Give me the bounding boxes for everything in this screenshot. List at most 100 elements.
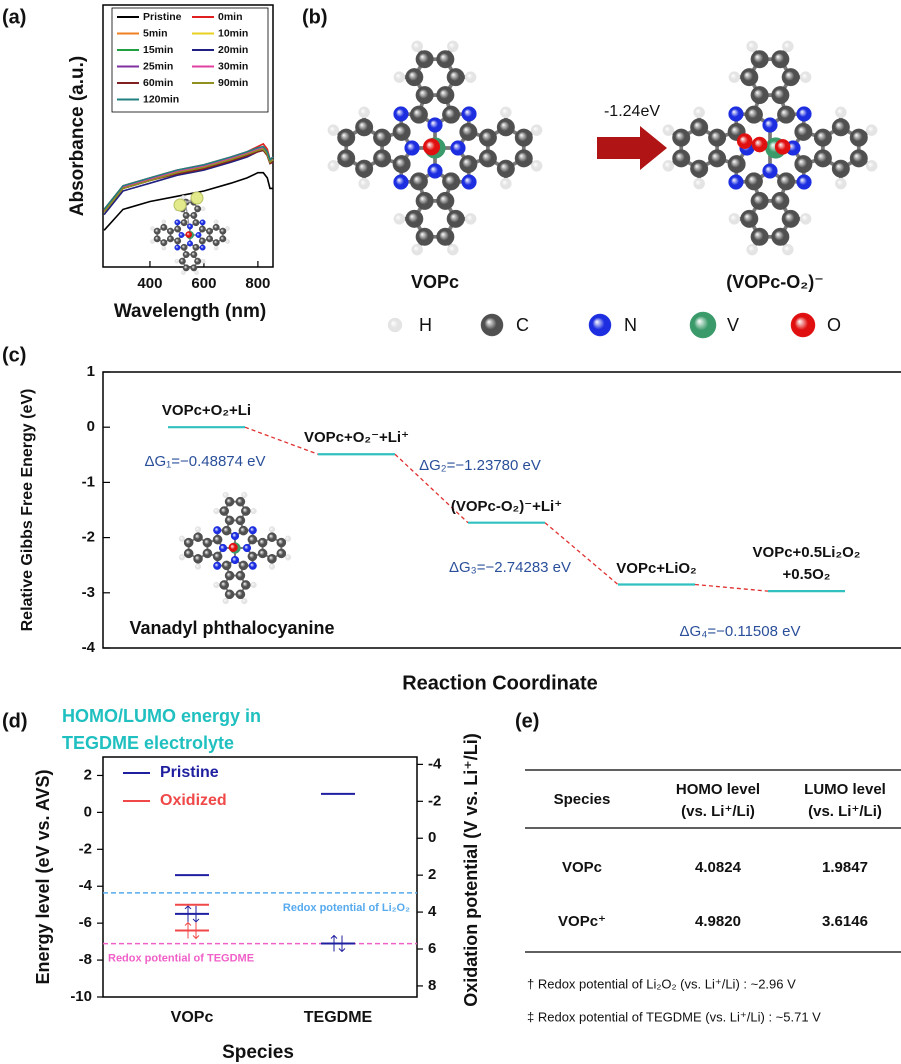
atom bbox=[437, 50, 454, 67]
atom bbox=[249, 526, 257, 534]
atom bbox=[220, 236, 226, 242]
atom bbox=[213, 526, 221, 534]
y-tick-label: -1 bbox=[82, 473, 95, 490]
atom bbox=[775, 139, 790, 154]
atom bbox=[412, 244, 423, 255]
atom bbox=[167, 228, 173, 234]
table-cell: 4.9820 bbox=[695, 913, 741, 930]
chart-annotation: HOMO/LUMO energy in TEGDME electrolyte bbox=[62, 703, 297, 757]
footnote: ‡ Redox potential of TEGDME (vs. Li⁺/Li)… bbox=[527, 1009, 821, 1024]
inset-label: Vanadyl phthalocyanine bbox=[129, 618, 334, 638]
atom bbox=[795, 155, 812, 172]
atom bbox=[184, 538, 193, 547]
atom bbox=[154, 228, 160, 234]
atom bbox=[277, 538, 286, 547]
atom bbox=[214, 582, 220, 588]
legend-label: 0min bbox=[218, 11, 243, 23]
atom bbox=[223, 492, 229, 498]
atom bbox=[241, 506, 250, 515]
delta-g-label: ΔG₃=−2.74283 eV bbox=[449, 559, 571, 576]
atom bbox=[442, 173, 459, 190]
atom bbox=[195, 527, 201, 533]
figure: (a)(b)(c)(d)(e)400600800Wavelength (nm)A… bbox=[0, 0, 901, 1064]
atom bbox=[437, 228, 454, 245]
delta-g-label: ΔG₄=−0.11508 eV bbox=[680, 623, 801, 640]
y-axis-label: Absorbance (a.u.) bbox=[67, 56, 88, 216]
y2-axis-label: Oxidation potential (V vs. Li⁺/Li) bbox=[461, 733, 481, 1007]
atom bbox=[199, 238, 205, 244]
atom bbox=[451, 141, 466, 156]
atom bbox=[251, 508, 257, 514]
legend-label: 5min bbox=[143, 27, 168, 39]
atom bbox=[220, 580, 229, 589]
atom bbox=[741, 210, 758, 227]
y2-tick-label: 8 bbox=[428, 977, 436, 994]
y-tick-label: 1 bbox=[87, 363, 95, 380]
panel-label: (b) bbox=[302, 6, 328, 28]
atom bbox=[672, 129, 689, 146]
y-tick-label: -2 bbox=[82, 529, 95, 546]
y2-tick-label: -2 bbox=[428, 792, 441, 809]
atom-legend-label: O bbox=[827, 315, 841, 335]
atom bbox=[258, 538, 267, 547]
atom bbox=[394, 213, 405, 224]
atom bbox=[690, 119, 707, 136]
reference-label: Redox potential of TEGDME bbox=[108, 953, 254, 965]
atom bbox=[222, 561, 231, 570]
x-axis-label: Species bbox=[222, 1042, 294, 1063]
page: (a)(b)(c)(d)(e)400600800Wavelength (nm)A… bbox=[0, 0, 901, 1064]
atom bbox=[184, 549, 193, 558]
atom bbox=[406, 210, 423, 227]
atom bbox=[479, 129, 496, 146]
y2-tick-label: 2 bbox=[428, 866, 436, 883]
y-tick-label: -2 bbox=[79, 840, 92, 857]
x-axis-label: Wavelength (nm) bbox=[114, 301, 266, 322]
atom bbox=[199, 226, 205, 232]
atom bbox=[193, 219, 199, 225]
atom bbox=[782, 210, 799, 227]
atom bbox=[219, 544, 227, 552]
atom bbox=[777, 106, 794, 123]
reference-label: Redox potential of Li₂O₂ bbox=[283, 902, 410, 914]
atom bbox=[175, 259, 179, 263]
footnote: † Redox potential of Li₂O₂ (vs. Li⁺/Li) … bbox=[527, 976, 796, 991]
atom bbox=[772, 50, 789, 67]
atom bbox=[201, 207, 205, 211]
atom-legend-label: V bbox=[727, 315, 739, 335]
delta-g-label: ΔG₂=−1.23780 eV bbox=[419, 457, 541, 474]
legend-label: 10min bbox=[218, 27, 248, 39]
legend-label: Pristine bbox=[160, 764, 219, 781]
atom bbox=[175, 245, 180, 250]
atom bbox=[412, 41, 423, 52]
atom bbox=[181, 219, 187, 225]
atom bbox=[213, 562, 221, 570]
atom bbox=[729, 72, 740, 83]
atom bbox=[728, 155, 745, 172]
atom bbox=[515, 150, 532, 167]
atom bbox=[406, 68, 423, 85]
atom bbox=[460, 155, 477, 172]
atom bbox=[690, 160, 707, 177]
atom bbox=[193, 244, 199, 250]
atom bbox=[220, 506, 229, 515]
atom bbox=[729, 175, 744, 190]
table-header: HOMO level bbox=[676, 781, 760, 798]
atom bbox=[285, 536, 291, 542]
atom bbox=[751, 228, 768, 245]
legend-atom bbox=[791, 313, 815, 337]
table-cell: VOPc⁺ bbox=[558, 913, 606, 930]
atom bbox=[782, 41, 793, 52]
atom-legend-label: N bbox=[624, 315, 637, 335]
atom bbox=[150, 226, 154, 230]
x-tick-label: 600 bbox=[191, 275, 216, 292]
atom bbox=[462, 107, 477, 122]
panel-label: (e) bbox=[515, 710, 539, 732]
atom bbox=[167, 236, 173, 242]
atom bbox=[447, 210, 464, 227]
arrow-label: -1.24eV bbox=[604, 103, 660, 120]
atom bbox=[277, 549, 286, 558]
atom bbox=[162, 246, 166, 250]
level-label: VOPc+O₂⁻+Li⁺ bbox=[287, 427, 427, 449]
y-tick-label: -6 bbox=[79, 914, 92, 931]
atom bbox=[214, 508, 220, 514]
